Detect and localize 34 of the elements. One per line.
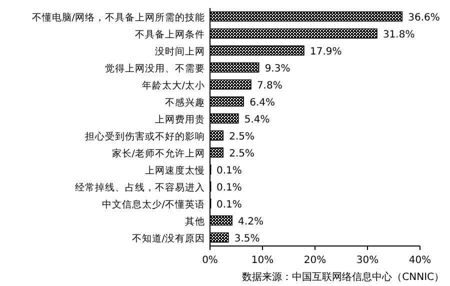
data-label: 2.5% — [229, 132, 255, 142]
x-tick-label: 0% — [202, 255, 218, 266]
data-label: 5.4% — [244, 114, 270, 126]
data-label: 0.1% — [216, 200, 242, 210]
x-tick-label: 20% — [304, 255, 326, 266]
y-tick-label: 担心受到伤害或不好的影响 — [85, 130, 205, 142]
x-tick-label: 40% — [408, 255, 432, 266]
x-tick-label: 30% — [356, 255, 379, 266]
y-tick-label: 没时间上网 — [155, 46, 205, 58]
data-label: 31.8% — [382, 30, 415, 40]
y-tick-label: 不具备上网条件 — [135, 28, 205, 40]
y-tick-label: 觉得上网没用、不需要 — [105, 62, 205, 74]
y-tick-label: 不感兴趣 — [165, 96, 205, 108]
data-label: 6.4% — [250, 98, 276, 108]
y-tick-label: 家长/老师不允许上网 — [112, 148, 205, 160]
data-label: 3.5% — [234, 234, 260, 244]
y-tick-label: 中文信息太少/不懂英语 — [102, 198, 205, 210]
data-label: 9.3% — [264, 64, 290, 74]
data-label: 17.9% — [310, 46, 342, 58]
data-label: 4.2% — [238, 216, 264, 228]
y-tick-label: 其他 — [185, 216, 205, 228]
y-tick-label: 上网费用贵 — [155, 114, 205, 126]
data-label: 0.1% — [216, 166, 242, 176]
y-tick-label: 不知道/没有原因 — [132, 232, 205, 244]
x-tick-label: 10% — [251, 255, 274, 266]
y-tick-label: 年龄太大/太小 — [142, 80, 205, 92]
data-label: 2.5% — [229, 148, 255, 160]
y-tick-label: 不懂电脑/网络，不具备上网所需的技能 — [32, 12, 205, 24]
y-tick-label: 上网速度太慢 — [145, 164, 205, 176]
data-label: 0.1% — [216, 182, 242, 194]
y-tick-label: 经常掉线、占线，不容易进入 — [75, 182, 205, 194]
data-label: 7.8% — [256, 80, 282, 92]
source-note: 数据来源：中国互联网络信息中心（CNNIC） — [242, 271, 444, 283]
data-label: 36.6% — [408, 12, 440, 24]
